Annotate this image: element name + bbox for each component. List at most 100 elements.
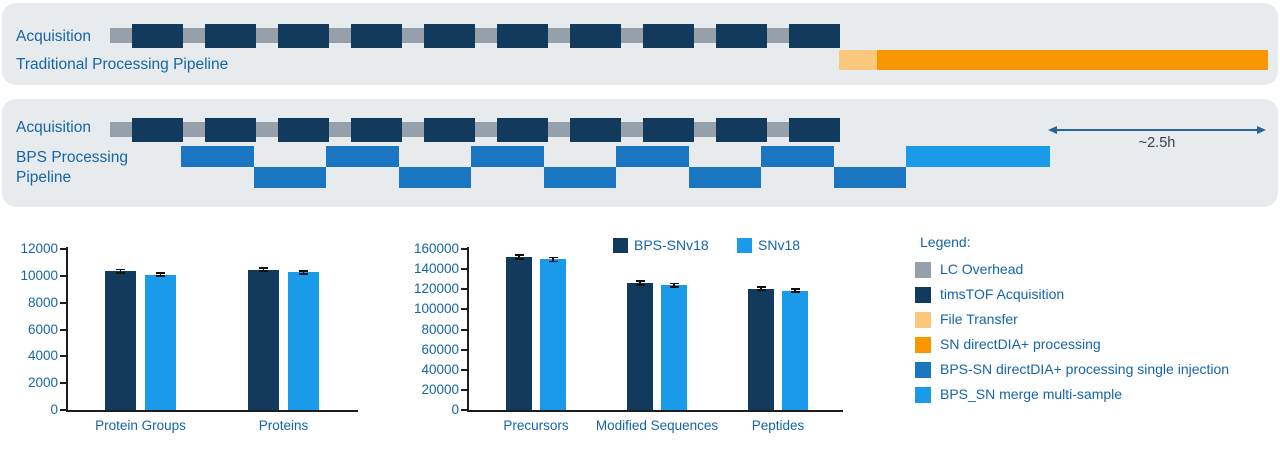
y-tick-label: 6000	[27, 321, 58, 337]
y-tick-label: 20000	[421, 381, 459, 397]
timstof-acquisition-segment	[497, 23, 548, 48]
lc-overhead-segment	[256, 122, 278, 137]
bps-sn-single-injection-segment	[616, 146, 689, 167]
lc-overhead-segment	[402, 122, 424, 137]
error-bar	[760, 286, 762, 291]
y-tick-label: 0	[451, 402, 459, 417]
arrow-right-icon	[1257, 125, 1266, 134]
y-axis	[467, 247, 469, 412]
y-tick-mark	[461, 268, 467, 271]
bps-sn-single-injection-segment	[543, 167, 616, 188]
x-category-label: Proteins	[258, 418, 309, 433]
chart-legend-swatch-0	[613, 238, 628, 253]
bar	[627, 283, 653, 410]
error-bar-cap	[790, 291, 800, 293]
x-category-label: Protein Groups	[95, 418, 186, 433]
timstof-acquisition-segment	[424, 23, 475, 48]
lc-overhead-segment	[767, 28, 789, 43]
timstof-acquisition-segment	[351, 117, 402, 142]
legend-swatch-sn-processing	[915, 337, 931, 353]
timstof-acquisition-segment	[132, 23, 183, 48]
error-bar-cap	[548, 256, 558, 259]
x-category-label: Modified Sequences	[595, 418, 719, 433]
y-tick-label: 2000	[27, 375, 58, 391]
y-tick-label: 8000	[27, 294, 58, 310]
error-bar-cap	[756, 289, 766, 291]
bar	[145, 274, 176, 410]
y-tick-label: 10000	[20, 267, 58, 283]
legend-swatch-file-transfer	[915, 312, 931, 328]
acquisition-label-bps: Acquisition	[16, 119, 91, 136]
duration-arrow-line	[1056, 129, 1258, 131]
bps-sn-single-injection-segment	[326, 146, 399, 167]
lc-overhead-segment	[475, 122, 497, 137]
bps-sn-single-injection-segment	[688, 167, 761, 188]
bar	[248, 269, 279, 410]
y-tick-label: 40000	[421, 361, 459, 377]
error-bar	[794, 288, 796, 293]
error-bar-cap	[116, 268, 125, 271]
bps-sn-single-injection-segment	[398, 167, 471, 188]
timstof-acquisition-segment	[351, 23, 402, 48]
error-bar-cap	[669, 282, 679, 285]
error-bar	[302, 270, 305, 274]
lc-overhead-segment	[767, 122, 789, 137]
y-tick-mark	[461, 368, 467, 371]
error-bar	[262, 268, 265, 271]
lc-overhead-segment	[110, 122, 132, 137]
legend-item-label: BPS-SN directDIA+ processing single inje…	[940, 361, 1230, 377]
chart-legend-label: BPS-SNv18	[634, 237, 709, 253]
bar	[540, 259, 566, 410]
error-bar	[552, 257, 554, 262]
error-bar-cap	[514, 254, 524, 256]
error-bar-cap	[259, 267, 268, 269]
timstof-acquisition-segment	[570, 23, 621, 48]
y-tick-label: 140000	[413, 261, 459, 277]
error-bar-cap	[756, 286, 766, 288]
y-tick-mark	[60, 409, 66, 411]
y-tick-mark	[60, 274, 66, 277]
y-tick-mark	[461, 388, 467, 391]
bps-sn-merge-segment	[906, 146, 1050, 167]
error-bar-cap	[156, 275, 165, 277]
error-bar-cap	[669, 286, 679, 288]
y-tick-label: 12000	[20, 241, 58, 256]
x-axis	[66, 410, 358, 412]
y-tick-mark	[461, 348, 467, 351]
bar	[105, 271, 136, 410]
sn-processing-segment	[877, 50, 1268, 70]
y-tick-mark	[60, 328, 66, 331]
bps-sn-single-injection-segment	[253, 167, 326, 188]
legend-item-label: BPS_SN merge multi-sample	[940, 386, 1123, 402]
legend-swatch-lc-overhead	[915, 262, 931, 278]
timstof-acquisition-segment	[278, 23, 329, 48]
error-bar-cap	[635, 280, 645, 282]
bps-pipeline-label-line2: Pipeline	[16, 169, 72, 186]
y-tick-mark	[60, 355, 66, 358]
lc-overhead-segment	[694, 28, 716, 43]
legend-swatch-bps-sn-merge	[915, 387, 931, 403]
chart-legend-swatch-1	[737, 238, 752, 253]
timstof-acquisition-segment	[424, 117, 475, 142]
x-category-label: Peptides	[751, 418, 805, 433]
timstof-acquisition-segment	[278, 117, 329, 142]
timstof-acquisition-segment	[716, 117, 767, 142]
y-tick-mark	[60, 382, 66, 385]
lc-overhead-segment	[694, 122, 716, 137]
timstof-acquisition-segment	[205, 23, 256, 48]
error-bar-cap	[514, 258, 524, 260]
lc-overhead-segment	[548, 122, 570, 137]
error-bar-cap	[548, 260, 558, 263]
y-axis	[66, 247, 68, 412]
lc-overhead-segment	[475, 28, 497, 43]
bar	[748, 288, 774, 410]
legend-swatch-tims-acquisition	[915, 287, 931, 303]
chart-legend-label: SNv18	[758, 237, 801, 253]
y-tick-label: 160000	[413, 241, 459, 256]
bar	[288, 272, 319, 410]
timstof-acquisition-segment	[497, 117, 548, 142]
duration-label: ~2.5h	[1138, 135, 1176, 151]
y-tick-label: 120000	[413, 281, 459, 297]
bps-sn-single-injection-segment	[833, 167, 906, 188]
timstof-acquisition-segment	[643, 117, 694, 142]
